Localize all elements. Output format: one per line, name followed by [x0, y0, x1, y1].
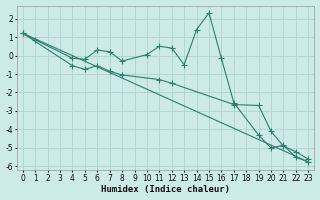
X-axis label: Humidex (Indice chaleur): Humidex (Indice chaleur) — [101, 185, 230, 194]
